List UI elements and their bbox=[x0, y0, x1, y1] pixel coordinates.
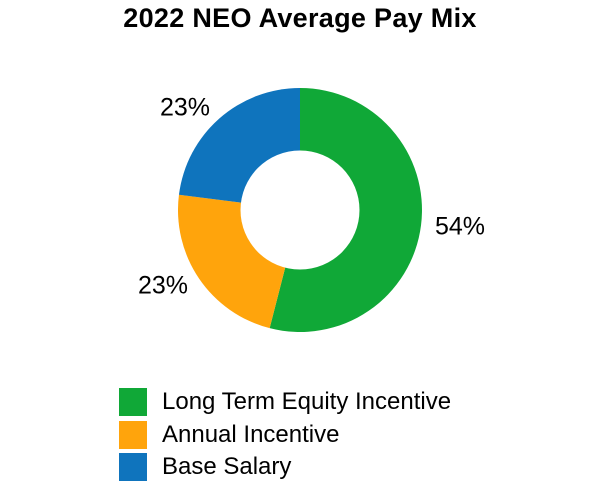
legend-swatch-base-salary bbox=[119, 453, 147, 481]
donut-chart bbox=[178, 88, 422, 332]
slice-label-annual-incentive: 23% bbox=[137, 271, 188, 300]
legend: Long Term Equity Incentive Annual Incenti… bbox=[119, 388, 451, 486]
legend-label: Base Salary bbox=[162, 453, 292, 480]
legend-label: Annual Incentive bbox=[162, 420, 340, 448]
legend-item-base-salary: Base Salary bbox=[119, 453, 451, 481]
legend-label: Long Term Equity Incentive bbox=[162, 388, 452, 415]
legend-item-long-term-equity-incentive: Long Term Equity Incentive bbox=[119, 388, 451, 416]
legend-swatch-annual-incentive bbox=[119, 420, 147, 449]
slice-label-long-term-equity-incentive: 54% bbox=[435, 212, 486, 241]
legend-item-annual-incentive: Annual Incentive bbox=[119, 420, 451, 449]
donut-hole bbox=[240, 150, 360, 270]
chart-title: 2022 NEO Average Pay Mix bbox=[123, 3, 477, 33]
slice-label-base-salary: 23% bbox=[159, 93, 210, 122]
legend-swatch-long-term-equity-incentive bbox=[119, 388, 147, 416]
